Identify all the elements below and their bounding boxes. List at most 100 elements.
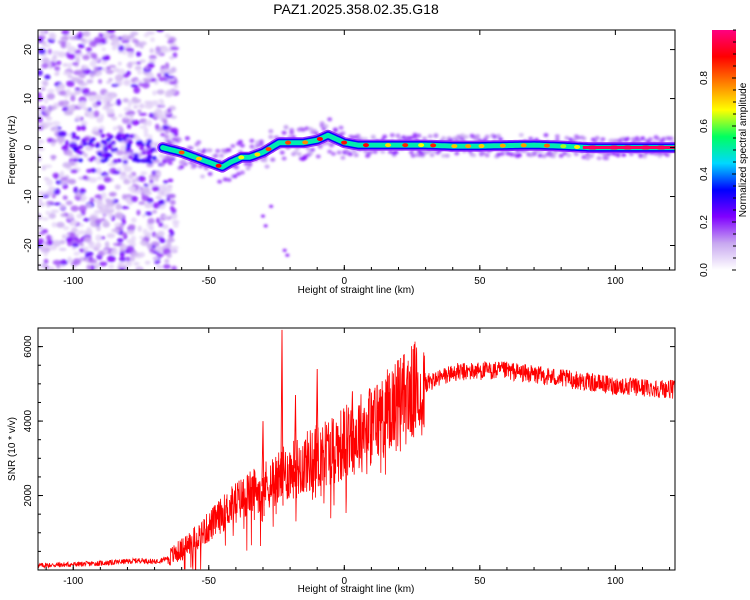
ridge-peak	[430, 143, 437, 148]
spectrogram-noise-blob	[121, 155, 129, 162]
spectrogram-halo-blob	[217, 179, 223, 184]
spectrogram-noise-blob	[143, 120, 148, 126]
spectrogram-noise-blob	[73, 251, 80, 256]
spectrogram-noise-blob	[52, 50, 61, 55]
spectrogram-halo-blob	[279, 150, 285, 155]
spectrogram-halo-blob	[484, 134, 490, 139]
spectrogram-noise-blob	[88, 177, 98, 183]
spectrogram-noise-blob	[62, 71, 72, 76]
spectrogram-halo-blob	[543, 133, 549, 138]
spectrogram-noise-blob	[143, 133, 150, 138]
spectrogram-noise-blob	[158, 199, 165, 205]
spectrogram-noise-blob	[89, 143, 95, 148]
spectrogram-noise-blob	[147, 62, 155, 68]
spectrogram-noise-blob	[138, 175, 146, 183]
spectrogram-noise-blob	[117, 214, 124, 220]
spectrogram-noise-blob	[144, 100, 153, 105]
spectrogram-noise-blob	[42, 57, 50, 64]
spectrogram-noise-blob	[53, 202, 62, 206]
spectrogram-halo-blob	[243, 161, 249, 166]
spectrogram-noise-blob	[38, 201, 46, 207]
spectrogram-halo-blob	[380, 149, 386, 154]
spectrogram-halo-blob	[471, 153, 477, 158]
ridge-peak	[254, 152, 261, 157]
spectrogram-noise-blob	[131, 157, 137, 162]
spectrogram-noise-blob	[70, 95, 76, 102]
spectrogram-noise-blob	[56, 221, 65, 228]
spectrogram-noise-blob	[167, 193, 176, 199]
spectrogram-halo-blob	[355, 133, 361, 138]
snr-panel: -100 -50 0 50 100 2000 4000 6000 Height of str…	[7, 327, 676, 595]
spectrogram-noise-blob	[119, 262, 125, 268]
spectrogram-noise-blob	[85, 146, 94, 151]
spectrogram-noise-blob	[121, 193, 127, 200]
ridge-peak	[574, 144, 581, 149]
spectrogram-noise-blob	[82, 106, 90, 111]
spectrogram-noise-field	[38, 30, 675, 270]
y-tick-label: 4000	[23, 410, 34, 433]
spectrogram-noise-blob	[151, 156, 157, 161]
spectrogram-noise-blob	[46, 239, 54, 246]
spectrogram-halo-blob	[416, 133, 422, 138]
spectrogram-noise-blob	[67, 133, 72, 137]
spectrogram-y-axis: -20 -10 0 10 20	[23, 29, 675, 266]
spectrogram-noise-blob	[63, 99, 69, 107]
spectrogram-noise-blob	[96, 43, 104, 47]
spectrogram-noise-blob	[38, 154, 41, 162]
spectrogram-noise-blob	[125, 256, 132, 262]
spectrogram-noise-blob	[170, 46, 180, 51]
spectrogram-noise-blob	[161, 124, 170, 131]
spectrogram-noise-blob	[111, 36, 120, 44]
ridge-peak	[238, 155, 245, 160]
spectrogram-noise-blob	[148, 112, 155, 118]
spectrogram-noise-blob	[38, 226, 43, 230]
spectrogram-noise-blob	[125, 47, 134, 51]
spectrogram-noise-blob	[108, 64, 117, 69]
spectrogram-noise-blob	[285, 253, 290, 257]
spectrogram-noise-blob	[75, 69, 84, 74]
spectrogram-noise-blob	[94, 209, 101, 214]
spectrogram-halo-blob	[475, 134, 481, 139]
spectrogram-noise-blob	[52, 239, 62, 247]
spectrogram-halo-blob	[319, 121, 325, 126]
spectrogram-noise-blob	[73, 186, 79, 194]
spectrogram-noise-blob	[144, 159, 150, 164]
spectrogram-halo-blob	[615, 153, 621, 158]
spectrogram-noise-blob	[155, 265, 164, 269]
spectrogram-halo-blob	[239, 170, 245, 175]
spectrogram-noise-blob	[125, 245, 135, 252]
spectrogram-noise-blob	[82, 54, 90, 61]
spectrogram-noise-blob	[60, 180, 67, 186]
spectrogram-noise-blob	[88, 95, 96, 102]
spectrogram-noise-blob	[151, 186, 160, 192]
spectrogram-halo-blob	[349, 135, 355, 140]
spectrogram-halo-blob	[182, 162, 188, 167]
spectrogram-noise-blob	[114, 74, 124, 82]
spectrogram-noise-blob	[80, 120, 88, 127]
spectrogram-noise-blob	[150, 77, 157, 82]
spectrogram-noise-blob	[106, 80, 111, 84]
spectrogram-noise-blob	[52, 172, 60, 179]
spectrogram-x-axis: -100 -50 0 50 100	[45, 30, 671, 287]
spectrogram-halo-blob	[609, 138, 615, 143]
spectrogram-noise-blob	[101, 192, 107, 200]
x-tick-label: 100	[607, 576, 624, 587]
ridge-peak	[362, 143, 369, 148]
spectrogram-noise-blob	[149, 179, 154, 184]
spectrogram-noise-blob	[105, 209, 115, 213]
spectrogram-noise-blob	[154, 50, 163, 56]
spectrogram-noise-blob	[156, 253, 164, 258]
spectrogram-noise-blob	[133, 105, 138, 109]
ridge-peak	[451, 144, 458, 149]
spectrogram-noise-blob	[112, 159, 118, 164]
snr-plot-area	[38, 329, 675, 570]
spectrogram-noise-blob	[154, 233, 160, 239]
spectrogram-noise-blob	[112, 126, 118, 131]
spectrogram-noise-blob	[67, 178, 77, 185]
spectrogram-noise-blob	[282, 248, 287, 252]
spectrogram-noise-blob	[139, 240, 147, 246]
spectrogram-noise-blob	[95, 234, 102, 242]
spectrogram-noise-blob	[119, 256, 126, 262]
spectrogram-noise-blob	[54, 66, 61, 71]
spectrogram-noise-blob	[164, 33, 171, 39]
